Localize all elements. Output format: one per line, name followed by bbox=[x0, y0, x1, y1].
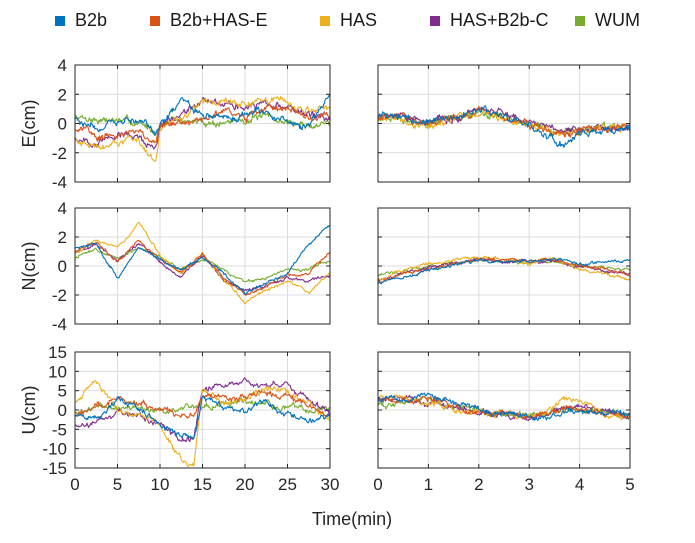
panel-e-left: -4 -2 0 2 4 E(cm) bbox=[19, 56, 331, 192]
series-line-b2b bbox=[75, 94, 330, 136]
panel-u-right: 0 1 2 3 4 5 bbox=[373, 351, 635, 494]
y-tick-label: -15 bbox=[42, 459, 67, 478]
legend-label: HAS+B2b-C bbox=[450, 10, 549, 30]
x-tick-label: 0 bbox=[70, 475, 79, 494]
legend-item: B2b+HAS-E bbox=[150, 10, 268, 31]
legend-swatch bbox=[575, 15, 585, 26]
legend-swatch bbox=[55, 15, 65, 26]
series-line-has bbox=[75, 221, 330, 305]
legend-label: HAS bbox=[340, 10, 378, 30]
series-line-wum bbox=[75, 111, 330, 136]
series-line-b2b bbox=[378, 105, 630, 148]
x-tick-label: 10 bbox=[151, 475, 170, 494]
x-tick-label: 5 bbox=[113, 475, 122, 494]
series-line-has bbox=[75, 380, 330, 468]
y-tick-label: 4 bbox=[58, 199, 67, 218]
x-tick-label: 1 bbox=[424, 475, 433, 494]
y-tick-label: 4 bbox=[58, 56, 67, 75]
legend-label: WUM bbox=[595, 10, 640, 30]
y-tick-label: -5 bbox=[52, 420, 67, 439]
x-tick-label: 25 bbox=[278, 475, 297, 494]
series-line-has bbox=[378, 109, 630, 137]
y-tick-label: 0 bbox=[58, 257, 67, 276]
legend-label: B2b bbox=[75, 10, 108, 30]
series-line-b2b-has-e bbox=[378, 257, 630, 283]
y-tick-label: 0 bbox=[58, 115, 67, 134]
legend-item: HAS+B2b-C bbox=[430, 10, 549, 31]
x-tick-label: 3 bbox=[524, 475, 533, 494]
x-tick-label: 5 bbox=[625, 475, 634, 494]
y-tick-label: 2 bbox=[58, 228, 67, 247]
legend-swatch bbox=[320, 15, 330, 26]
legend-item: HAS bbox=[320, 10, 377, 31]
panel-n-left: -4 -2 0 2 4 N(cm) bbox=[19, 199, 331, 334]
y-tick-label: 5 bbox=[58, 382, 67, 401]
y-tick-label: -2 bbox=[52, 286, 67, 305]
legend-swatch bbox=[150, 15, 160, 26]
y-tick-label: 10 bbox=[48, 362, 67, 381]
series-group bbox=[378, 392, 630, 422]
x-axis-label: Time(min) bbox=[312, 509, 392, 529]
y-tick-label: -10 bbox=[42, 440, 67, 459]
y-axis-label: N(cm) bbox=[19, 242, 39, 291]
series-line-has bbox=[75, 96, 330, 163]
legend-item: WUM bbox=[575, 10, 640, 31]
x-tick-label: 20 bbox=[236, 475, 255, 494]
x-tick-label: 15 bbox=[193, 475, 212, 494]
x-tick-label: 30 bbox=[321, 475, 340, 494]
x-tick-label: 2 bbox=[474, 475, 483, 494]
series-line-b2b-has-e bbox=[378, 105, 630, 138]
series-line-b2b bbox=[378, 392, 630, 422]
x-tick-label: 4 bbox=[575, 475, 584, 494]
series-group bbox=[75, 221, 330, 305]
y-axis-label: E(cm) bbox=[19, 100, 39, 148]
series-group bbox=[75, 94, 330, 163]
y-tick-label: 0 bbox=[58, 401, 67, 420]
panel-e-right bbox=[377, 64, 631, 183]
series-line-b2b bbox=[378, 257, 630, 285]
series-line-b2b bbox=[75, 224, 330, 295]
series-line-b2b-has-e bbox=[75, 103, 330, 144]
y-tick-label: -4 bbox=[52, 315, 67, 334]
series-group bbox=[378, 255, 630, 285]
legend-label: B2b+HAS-E bbox=[170, 10, 268, 30]
y-tick-label: 15 bbox=[48, 343, 67, 362]
y-tick-label: -4 bbox=[52, 173, 67, 192]
x-tick-label: 0 bbox=[373, 475, 382, 494]
series-group bbox=[378, 105, 630, 148]
panel-n-right bbox=[377, 207, 631, 325]
y-tick-label: -2 bbox=[52, 144, 67, 163]
legend-swatch bbox=[430, 15, 440, 26]
series-line-wum bbox=[75, 246, 330, 283]
y-axis-label: U(cm) bbox=[19, 386, 39, 435]
y-tick-label: 2 bbox=[58, 85, 67, 104]
legend: B2b B2b+HAS-E HAS HAS+B2b-C WUM bbox=[0, 10, 695, 40]
series-group bbox=[75, 377, 330, 468]
legend-item: B2b bbox=[55, 10, 107, 31]
series-line-has-b2b-c bbox=[378, 106, 630, 135]
series-line-b2b bbox=[75, 395, 330, 440]
